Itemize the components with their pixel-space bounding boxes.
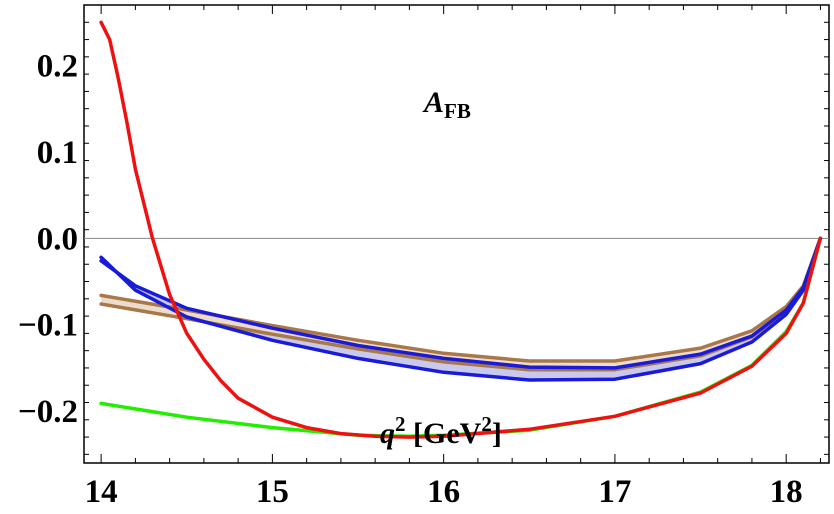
observable-main: A: [422, 86, 444, 119]
x-tick-label: 14: [85, 474, 118, 510]
series-lines: [99, 20, 823, 439]
x-tick-labels: 14 15 16 17 18: [85, 474, 803, 510]
x-label-unit-open: [GeV: [406, 417, 482, 450]
y-tick-labels: 0.2 0.1 0.0 −0.1 −0.2: [18, 48, 78, 430]
x-tick-label: 18: [770, 474, 803, 510]
series-line-blue-upper: [99, 236, 823, 370]
series-line-green: [99, 236, 823, 438]
series-line-brown-upper: [99, 236, 823, 363]
plot-frame: [83, 4, 830, 464]
y-tick-label: 0.0: [37, 221, 78, 257]
x-axis-label: q2 [GeV2]: [380, 412, 502, 450]
y-tick-label: −0.2: [18, 394, 78, 430]
observable-label: AFB: [422, 86, 471, 123]
x-tick-label: 17: [598, 474, 631, 510]
x-tick-label: 16: [427, 474, 460, 510]
axis-ticks: [84, 5, 829, 463]
y-tick-label: −0.1: [18, 308, 78, 344]
y-tick-label: 0.1: [37, 135, 78, 171]
x-label-q: q: [380, 417, 395, 450]
x-label-unit-close: ]: [492, 417, 502, 450]
x-label-q-sup: 2: [395, 412, 406, 436]
series-line-red: [99, 20, 823, 439]
observable-sub: FB: [444, 99, 471, 123]
series-line-blue-lower: [99, 236, 823, 382]
y-tick-label: 0.2: [37, 48, 78, 84]
x-label-unit-sup: 2: [481, 412, 492, 436]
x-tick-label: 15: [256, 474, 289, 510]
